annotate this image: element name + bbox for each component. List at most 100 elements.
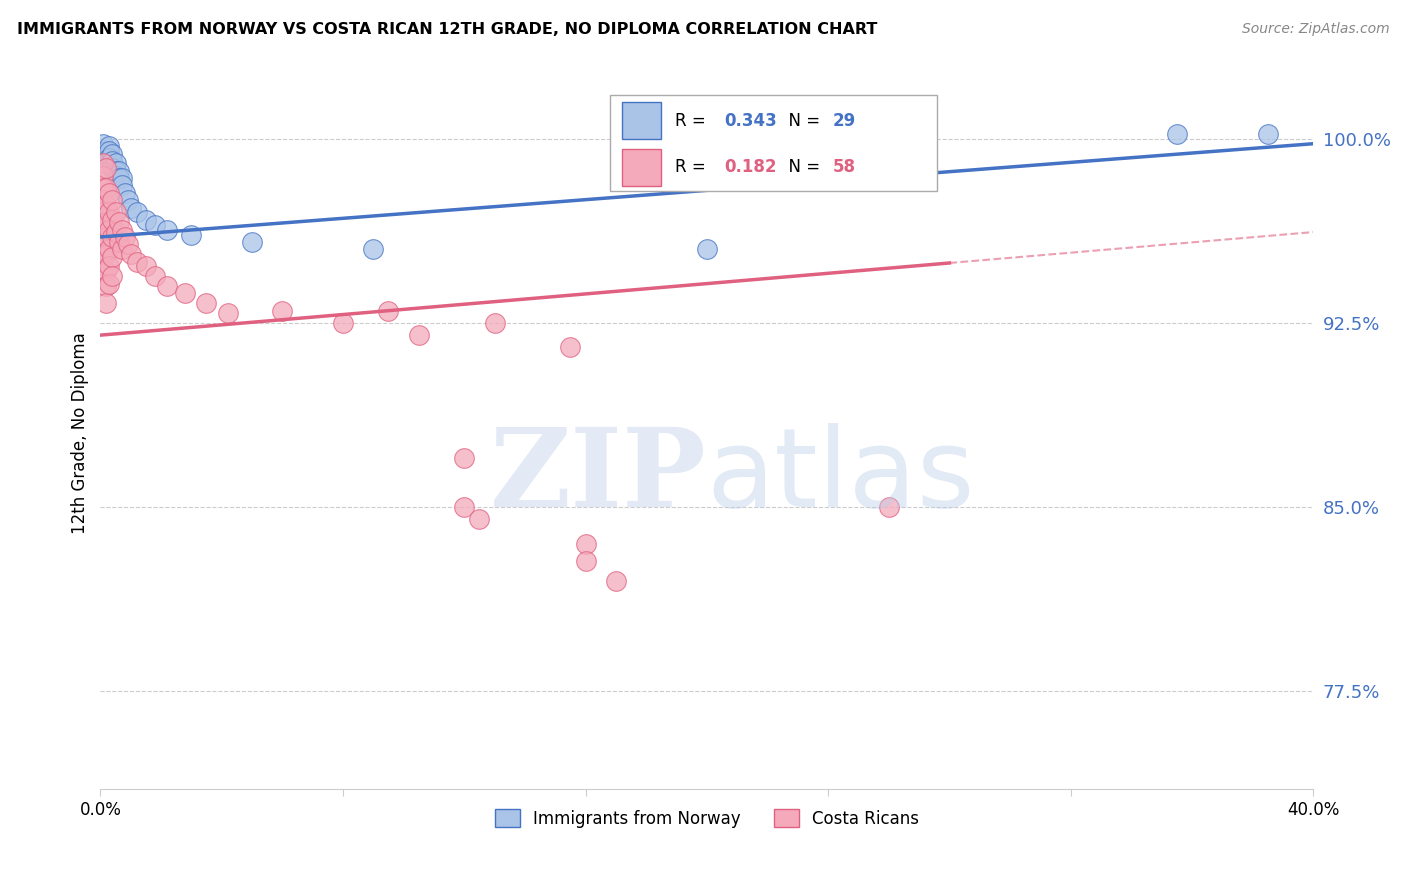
Point [101,212,124,227]
Point [107,215,129,229]
Point [1257,127,1279,141]
Point [110,222,132,236]
Point [104,169,127,183]
Point [104,156,127,170]
Point [98,260,121,274]
Point [107,171,129,186]
Point [96,296,118,310]
Point [98,144,121,158]
Point [135,212,157,227]
Text: 0.343: 0.343 [724,112,776,130]
Point [361,242,384,256]
Point [98,205,121,219]
Point [96,215,118,229]
Point [96,247,118,261]
Point [195,296,218,310]
Point [101,153,124,168]
Point [468,512,491,526]
Point [574,537,596,551]
FancyBboxPatch shape [610,95,938,191]
Point [101,161,124,176]
Text: R =: R = [675,112,711,130]
Point [101,193,124,207]
Y-axis label: 12th Grade, No Diploma: 12th Grade, No Diploma [72,333,89,534]
Point [114,230,136,244]
Point [484,316,506,330]
Point [98,222,121,236]
Point [453,500,475,514]
Point [98,277,121,291]
Point [104,163,127,178]
Point [93,250,115,264]
Text: N =: N = [779,112,825,130]
Point [377,303,399,318]
Point [143,269,166,284]
Text: Source: ZipAtlas.com: Source: ZipAtlas.com [1241,22,1389,37]
Text: IMMIGRANTS FROM NORWAY VS COSTA RICAN 12TH GRADE, NO DIPLOMA CORRELATION CHART: IMMIGRANTS FROM NORWAY VS COSTA RICAN 12… [17,22,877,37]
Point [408,328,430,343]
Point [156,222,179,236]
Point [877,500,900,514]
Text: 58: 58 [832,158,856,176]
Point [93,136,115,151]
Point [180,227,202,242]
Point [110,171,132,186]
Point [1166,127,1188,141]
Point [104,205,127,219]
Point [574,554,596,568]
Point [125,254,148,268]
Point [125,205,148,219]
Point [96,149,118,163]
Point [98,186,121,200]
Point [696,242,718,256]
Point [101,269,124,284]
Point [93,218,115,232]
Point [117,193,139,207]
Point [174,286,197,301]
Point [107,235,129,249]
Bar [621,149,661,186]
Point [114,186,136,200]
Point [560,340,582,354]
Point [110,178,132,193]
Point [156,279,179,293]
Point [96,144,118,158]
Text: ZIP: ZIP [491,423,707,530]
Point [110,242,132,256]
Point [98,242,121,256]
Point [271,303,294,318]
Point [107,163,129,178]
Text: 29: 29 [832,112,856,130]
Point [93,205,115,219]
Point [96,198,118,212]
Text: atlas: atlas [707,423,976,530]
Point [96,161,118,176]
Point [135,260,157,274]
Point [93,169,115,183]
Point [101,146,124,161]
Text: N =: N = [779,158,825,176]
Point [217,306,239,320]
Point [98,152,121,166]
Point [605,574,627,588]
Legend: Immigrants from Norway, Costa Ricans: Immigrants from Norway, Costa Ricans [488,803,925,834]
Point [96,279,118,293]
Point [101,230,124,244]
Text: 0.182: 0.182 [724,158,776,176]
Point [120,247,142,261]
Point [101,250,124,264]
Point [143,218,166,232]
Point [96,230,118,244]
Point [93,181,115,195]
Point [117,237,139,252]
Point [240,235,263,249]
Point [93,261,115,276]
Point [98,139,121,153]
Point [96,181,118,195]
Point [96,264,118,278]
Point [332,316,354,330]
Point [93,235,115,249]
Point [93,193,115,207]
Text: R =: R = [675,158,711,176]
Point [93,156,115,170]
